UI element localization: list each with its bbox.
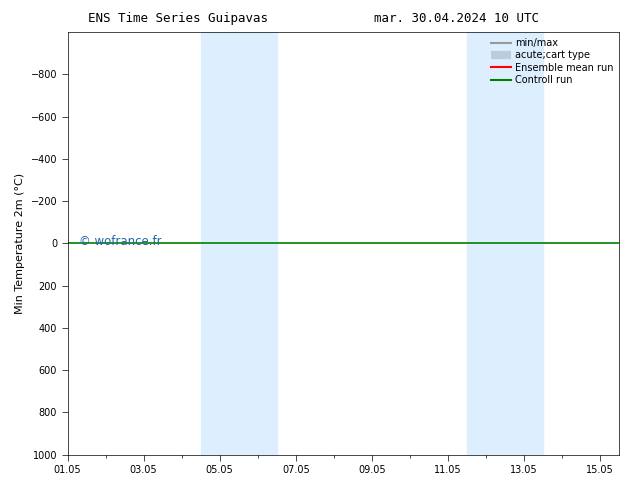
Y-axis label: Min Temperature 2m (°C): Min Temperature 2m (°C) [15, 173, 25, 314]
Legend: min/max, acute;cart type, Ensemble mean run, Controll run: min/max, acute;cart type, Ensemble mean … [488, 35, 616, 88]
Bar [467, 32, 505, 455]
Text: ENS Time Series Guipavas: ENS Time Series Guipavas [87, 12, 268, 25]
Bar [239, 32, 277, 455]
Bar [505, 32, 543, 455]
Text: © wofrance.fr: © wofrance.fr [79, 235, 161, 248]
Text: mar. 30.04.2024 10 UTC: mar. 30.04.2024 10 UTC [374, 12, 539, 25]
Bar [201, 32, 239, 455]
